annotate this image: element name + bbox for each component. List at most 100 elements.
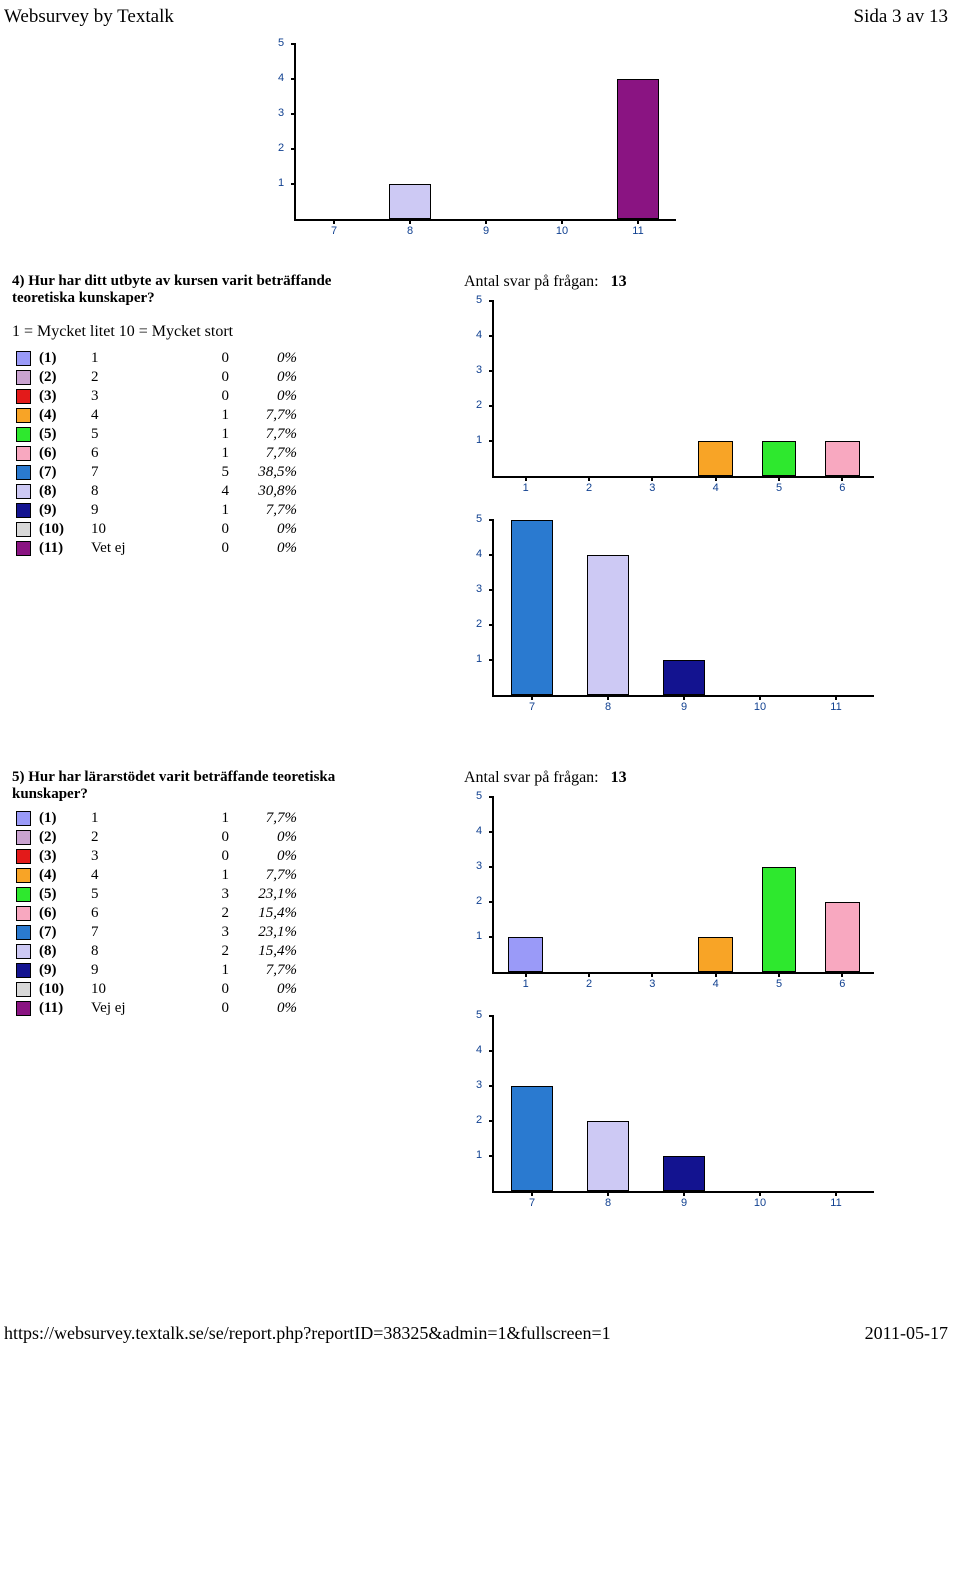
chart-bar xyxy=(508,937,543,972)
color-swatch xyxy=(16,849,31,864)
row-key: (10) xyxy=(35,980,87,999)
row-count: 0 xyxy=(175,387,233,406)
color-swatch xyxy=(16,944,31,959)
row-label: 6 xyxy=(87,444,175,463)
chart1a: 12345123456 xyxy=(464,297,892,502)
row-label: 8 xyxy=(87,482,175,501)
table-row: (7)7323,1% xyxy=(12,923,301,942)
y-tick-label: 3 xyxy=(476,1079,482,1091)
q5-table: (1)117,7%(2)200%(3)300%(4)417,7%(5)5323,… xyxy=(12,809,301,1018)
table-row: (9)917,7% xyxy=(12,501,301,520)
row-label: 8 xyxy=(87,942,175,961)
header-right: Sida 3 av 13 xyxy=(854,6,948,28)
row-key: (9) xyxy=(35,501,87,520)
row-count: 1 xyxy=(175,444,233,463)
y-tick-label: 1 xyxy=(476,653,482,665)
page-footer: https://websurvey.textalk.se/se/report.p… xyxy=(0,1317,960,1350)
row-pct: 0% xyxy=(233,368,301,387)
y-tick-label: 1 xyxy=(476,1149,482,1161)
table-row: (6)617,7% xyxy=(12,444,301,463)
row-pct: 30,8% xyxy=(233,482,301,501)
row-key: (6) xyxy=(35,904,87,923)
row-key: (8) xyxy=(35,482,87,501)
table-row: (5)517,7% xyxy=(12,425,301,444)
y-tick-label: 1 xyxy=(476,930,482,942)
footer-right: 2011-05-17 xyxy=(865,1323,948,1344)
x-tick-label: 8 xyxy=(605,1197,611,1209)
row-key: (5) xyxy=(35,425,87,444)
chart-bar xyxy=(762,441,797,476)
chart2a: 12345123456 xyxy=(464,793,892,998)
x-tick-label: 8 xyxy=(605,701,611,713)
color-swatch xyxy=(16,408,31,423)
table-row: (2)200% xyxy=(12,368,301,387)
header-left: Websurvey by Textalk xyxy=(4,6,174,28)
row-pct: 38,5% xyxy=(233,463,301,482)
y-tick-label: 4 xyxy=(476,548,482,560)
row-key: (2) xyxy=(35,368,87,387)
color-swatch xyxy=(16,887,31,902)
row-pct: 7,7% xyxy=(233,425,301,444)
row-key: (11) xyxy=(35,999,87,1018)
row-key: (10) xyxy=(35,520,87,539)
x-tick-label: 10 xyxy=(754,1197,766,1209)
x-tick-label: 11 xyxy=(830,701,841,713)
table-row: (1)117,7% xyxy=(12,809,301,828)
row-count: 1 xyxy=(175,866,233,885)
color-swatch xyxy=(16,351,31,366)
row-key: (3) xyxy=(35,847,87,866)
q5-row: 5) Hur har lärarstödet varit beträffande… xyxy=(0,769,960,1217)
row-key: (5) xyxy=(35,885,87,904)
x-tick-label: 6 xyxy=(839,482,845,494)
row-key: (3) xyxy=(35,387,87,406)
table-row: (8)8430,8% xyxy=(12,482,301,501)
row-pct: 0% xyxy=(233,349,301,368)
table-row: (3)300% xyxy=(12,847,301,866)
row-count: 3 xyxy=(175,885,233,904)
x-tick-label: 8 xyxy=(407,225,413,237)
table-row: (9)917,7% xyxy=(12,961,301,980)
table-row: (4)417,7% xyxy=(12,866,301,885)
row-count: 1 xyxy=(175,809,233,828)
row-label: Vej ej xyxy=(87,999,175,1018)
color-swatch xyxy=(16,541,31,556)
x-tick-label: 2 xyxy=(586,978,592,990)
y-tick-label: 4 xyxy=(278,72,284,84)
y-tick-label: 4 xyxy=(476,329,482,341)
table-row: (11)Vej ej00% xyxy=(12,999,301,1018)
row-pct: 0% xyxy=(233,847,301,866)
chart-bar xyxy=(587,1121,629,1191)
x-tick-label: 7 xyxy=(529,701,535,713)
row-count: 1 xyxy=(175,961,233,980)
row-label: 5 xyxy=(87,425,175,444)
q4-antal-num: 13 xyxy=(611,273,627,290)
row-key: (2) xyxy=(35,828,87,847)
row-count: 0 xyxy=(175,980,233,999)
row-pct: 7,7% xyxy=(233,444,301,463)
row-label: 3 xyxy=(87,387,175,406)
y-tick-label: 5 xyxy=(476,1009,482,1021)
chart-bar xyxy=(511,520,553,695)
row-label: 4 xyxy=(87,406,175,425)
row-count: 2 xyxy=(175,942,233,961)
x-tick-label: 10 xyxy=(754,701,766,713)
chart-bar xyxy=(825,441,860,476)
chart-bar xyxy=(825,902,860,972)
y-tick-label: 3 xyxy=(476,583,482,595)
row-count: 0 xyxy=(175,828,233,847)
x-tick-label: 4 xyxy=(713,482,719,494)
row-pct: 23,1% xyxy=(233,885,301,904)
row-count: 1 xyxy=(175,425,233,444)
table-row: (1)100% xyxy=(12,349,301,368)
color-swatch xyxy=(16,370,31,385)
table-row: (7)7538,5% xyxy=(12,463,301,482)
color-swatch xyxy=(16,811,31,826)
footer-left: https://websurvey.textalk.se/se/report.p… xyxy=(4,1323,611,1344)
x-tick-label: 11 xyxy=(632,225,643,237)
y-tick-label: 5 xyxy=(476,294,482,306)
table-row: (10)1000% xyxy=(12,520,301,539)
y-tick-label: 4 xyxy=(476,825,482,837)
chart-bar xyxy=(663,660,705,695)
q5-antal: Antal svar på frågan: 13 xyxy=(464,769,892,787)
row-count: 3 xyxy=(175,923,233,942)
